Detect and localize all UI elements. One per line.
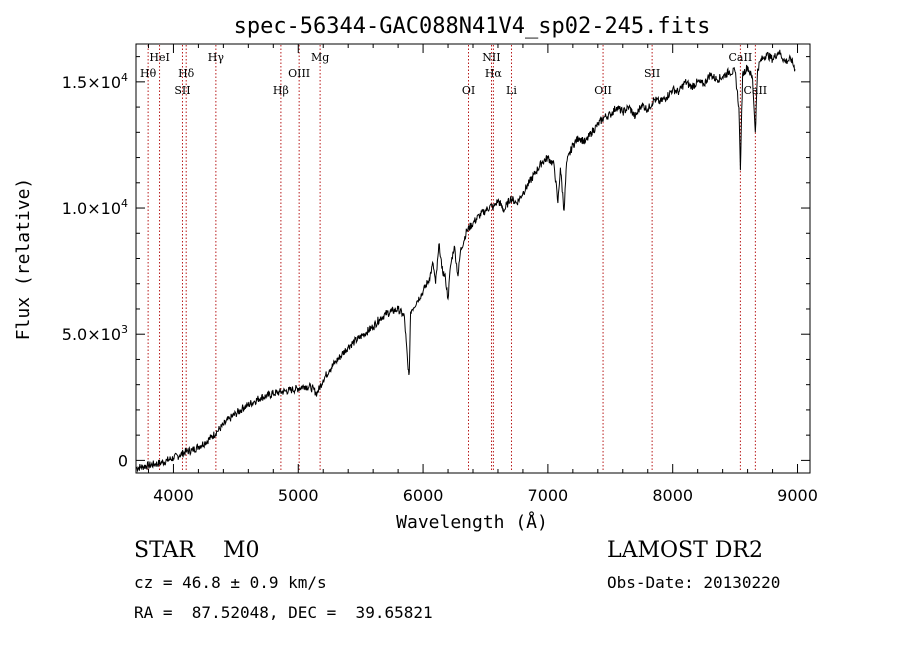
observation-date-text: Obs-Date: 20130220 <box>607 573 781 592</box>
emission-line-label: OIII <box>288 67 310 80</box>
y-axis-label: Flux (relative) <box>13 178 34 341</box>
y-tick-label: 1.0×104 <box>62 197 128 218</box>
emission-line-label: CaII <box>743 84 767 97</box>
y-tick-label: 1.5×104 <box>62 71 128 92</box>
emission-line-label: SII <box>644 67 660 80</box>
x-tick-label: 4000 <box>153 486 194 505</box>
emission-line-label: OII <box>594 84 612 97</box>
emission-line-label: Hδ <box>178 67 195 80</box>
x-tick-label: 5000 <box>278 486 319 505</box>
emission-line-label: CaII <box>729 51 753 64</box>
x-tick-label: 6000 <box>403 486 444 505</box>
plot-frame <box>135 43 811 474</box>
x-tick-label: 8000 <box>652 486 693 505</box>
emission-line-label: Hα <box>485 67 503 80</box>
emission-line-label: HeI <box>149 51 169 64</box>
emission-line-label: Hβ <box>273 84 289 97</box>
emission-line-label: Li <box>506 84 517 97</box>
object-class-text: STAR M0 <box>134 538 260 563</box>
emission-line-markers <box>147 45 756 472</box>
emission-line-label: Hθ <box>140 67 157 80</box>
coordinates-text: RA = 87.52048, DEC = 39.65821 <box>134 603 433 622</box>
y-axis-ticks: 0 5.0×103 1.0×104 1.5×104 <box>62 56 810 470</box>
y-tick-label: 0 <box>118 451 128 470</box>
redshift-text: cz = 46.8 ± 0.9 km/s <box>134 573 327 592</box>
emission-line-label: SII <box>174 84 190 97</box>
emission-line-label: NII <box>482 51 500 64</box>
spectrum-series-line <box>135 49 796 473</box>
survey-name-text: LAMOST DR2 <box>607 538 763 563</box>
x-tick-label: 9000 <box>777 486 818 505</box>
emission-line-label: Mg <box>311 51 329 64</box>
x-axis-ticks: 4000 5000 6000 7000 8000 9000 <box>147 44 818 505</box>
y-tick-label: 5.0×103 <box>62 323 128 344</box>
x-axis-label: Wavelength (Å) <box>396 511 548 533</box>
x-tick-label: 7000 <box>528 486 569 505</box>
emission-line-label: Hγ <box>208 51 225 64</box>
chart-title: spec-56344-GAC088N41V4_sp02-245.fits <box>234 14 711 39</box>
emission-line-label: OI <box>462 84 475 97</box>
